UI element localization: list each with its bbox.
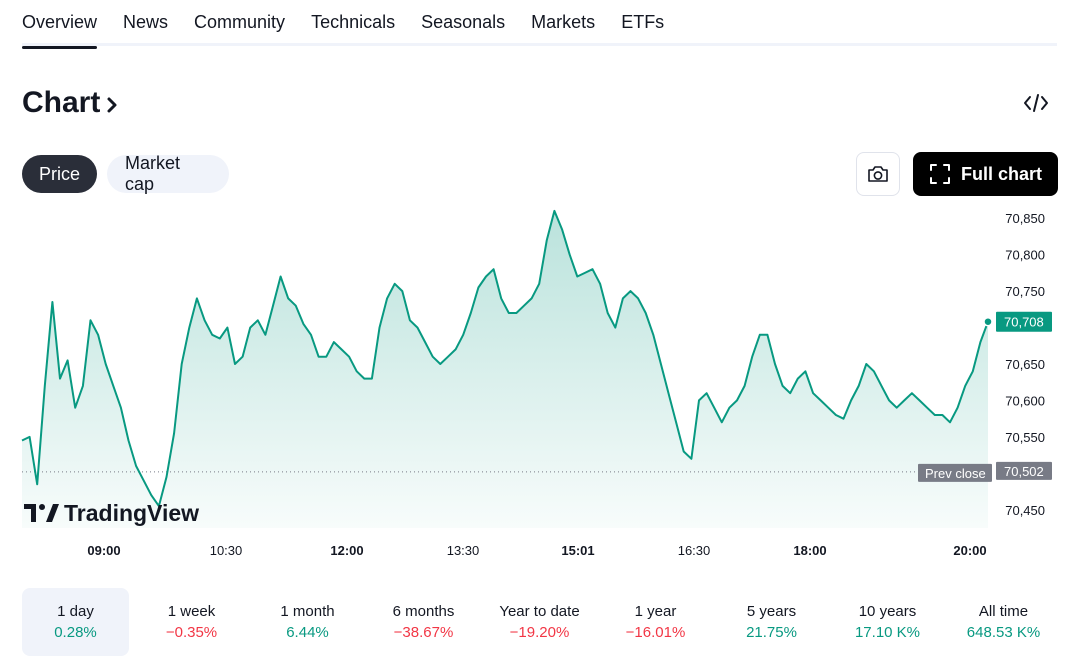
y-tick-label: 70,550 — [1005, 430, 1045, 445]
tab-overview[interactable]: Overview — [22, 0, 98, 49]
period-5-years[interactable]: 5 years 21.75% — [718, 588, 825, 656]
x-tick-label: 18:00 — [793, 543, 826, 558]
period-change: 648.53 K% — [966, 624, 1041, 641]
period-change: −19.20% — [509, 624, 570, 641]
x-tick-label: 20:00 — [953, 543, 986, 558]
period-label: All time — [978, 603, 1029, 620]
period-change: −38.67% — [393, 624, 454, 641]
price-line — [21, 209, 989, 508]
period-change: −0.35% — [165, 624, 218, 641]
snapshot-button[interactable] — [856, 152, 900, 196]
period-change: 21.75% — [746, 624, 797, 641]
top-tabs: Overview News Community Technicals Seaso… — [22, 0, 1057, 49]
period-1-year[interactable]: 1 year −16.01% — [602, 588, 709, 656]
period-label: 1 month — [280, 603, 335, 620]
current-price-value: 70,708 — [1004, 315, 1044, 330]
period-label: 10 years — [858, 603, 917, 620]
current-price-marker: 70,708 — [996, 311, 1052, 332]
price-chart[interactable]: 70,850 70,800 70,750 70,650 70,600 70,550 70,4… — [0, 200, 1080, 570]
y-tick-label: 70,450 — [1005, 503, 1045, 518]
x-tick-label: 10:30 — [210, 543, 243, 558]
period-label: 1 year — [634, 603, 677, 620]
prev-close-text: Prev close — [925, 466, 986, 481]
x-tick-label: 15:01 — [561, 543, 594, 558]
tab-community[interactable]: Community — [194, 12, 286, 32]
camera-icon — [868, 166, 888, 182]
period-1-day[interactable]: 1 day 0.28% — [22, 588, 129, 656]
x-tick-label: 09:00 — [87, 543, 120, 558]
last-price-dot — [983, 316, 993, 327]
period-change: 0.28% — [54, 624, 97, 641]
tab-seasonals[interactable]: Seasonals — [421, 12, 506, 32]
period-1-week[interactable]: 1 week −0.35% — [138, 588, 245, 656]
period-change: 17.10 K% — [854, 624, 921, 641]
period-1-month[interactable]: 1 month 6.44% — [254, 588, 361, 656]
period-change: −16.01% — [625, 624, 686, 641]
y-tick-label: 70,850 — [1005, 211, 1045, 226]
chevron-right-icon — [107, 97, 117, 113]
fullscreen-icon — [929, 164, 950, 184]
period-6-months[interactable]: 6 months −38.67% — [370, 588, 477, 656]
chart-title-text: Chart — [22, 86, 101, 119]
tab-markets[interactable]: Markets — [531, 12, 596, 32]
tradingview-logo: TradingView — [24, 500, 199, 526]
x-tick-label: 16:30 — [678, 543, 711, 558]
period-label: 6 months — [392, 603, 455, 620]
prev-close-marker: Prev close 70,502 — [918, 461, 1052, 482]
y-tick-label: 70,600 — [1005, 393, 1045, 408]
period-label: 1 day — [57, 603, 94, 620]
y-tick-label: 70,800 — [1005, 248, 1045, 263]
market-cap-toggle[interactable]: Market cap — [107, 153, 229, 194]
period-all-time[interactable]: All time 648.53 K% — [950, 588, 1057, 656]
period-label: 1 week — [167, 603, 216, 620]
period-label: Year to date — [499, 603, 580, 620]
tab-technicals[interactable]: Technicals — [311, 12, 396, 32]
tradingview-logo-icon — [24, 504, 59, 522]
period-change: 6.44% — [286, 624, 329, 641]
x-tick-label: 12:00 — [330, 543, 363, 558]
y-tick-label: 70,750 — [1005, 284, 1045, 299]
period-selector: 1 day 0.28% 1 week −0.35% 1 month 6.44% … — [22, 588, 1058, 656]
full-chart-label: Full chart — [960, 163, 1042, 184]
prev-close-value: 70,502 — [1004, 464, 1044, 479]
tradingview-watermark: TradingView — [64, 500, 199, 526]
full-chart-button[interactable]: Full chart — [913, 152, 1058, 196]
tab-news[interactable]: News — [123, 12, 169, 32]
price-area-fill — [22, 210, 988, 528]
y-tick-label: 70,650 — [1005, 357, 1045, 372]
chart-section-title[interactable]: Chart — [22, 86, 118, 120]
period-10-years[interactable]: 10 years 17.10 K% — [834, 588, 941, 656]
embed-code-button[interactable] — [1018, 88, 1054, 118]
tab-etfs[interactable]: ETFs — [621, 12, 665, 32]
period-label: 5 years — [746, 603, 797, 620]
price-toggle[interactable]: Price — [22, 155, 97, 193]
code-icon — [1024, 94, 1048, 112]
x-tick-label: 13:30 — [447, 543, 480, 558]
period-year-to-date[interactable]: Year to date −19.20% — [486, 588, 593, 656]
